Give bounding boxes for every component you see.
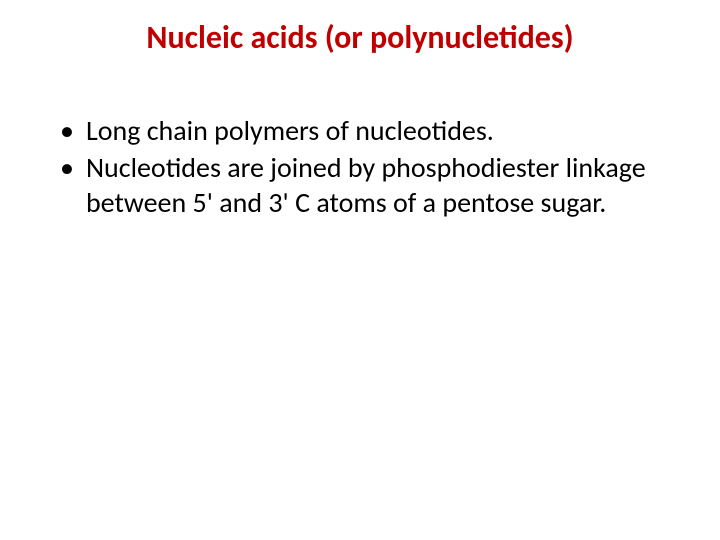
slide-title: Nucleic acids (or polynucletides): [48, 18, 672, 57]
bullet-marker-icon: •: [60, 113, 74, 148]
list-item: • Long chain polymers of nucleotides.: [60, 113, 672, 148]
bullet-marker-icon: •: [60, 150, 74, 185]
slide-container: Nucleic acids (or polynucletides) • Long…: [0, 0, 720, 540]
bullet-text: Long chain polymers of nucleotides.: [86, 113, 494, 148]
bullet-list: • Long chain polymers of nucleotides. • …: [48, 113, 672, 220]
bullet-text: Nucleotides are joined by phosphodiester…: [86, 150, 672, 220]
list-item: • Nucleotides are joined by phosphodiest…: [60, 150, 672, 220]
